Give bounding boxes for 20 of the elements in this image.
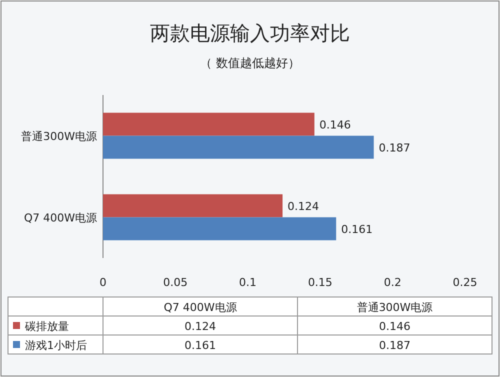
legend-label: 游戏1小时后 [25,339,87,352]
text: 0.187 [379,339,410,352]
text: 0.161 [184,339,216,352]
chart-title: 两款电源输入功率对比 [150,21,350,45]
data-label: 0.146 [319,118,351,132]
category-label: 普通300W电源 [356,301,433,314]
x-tick-label: 0.1 [239,276,257,289]
x-tick-label: 0.2 [384,276,402,289]
text: 0.124 [184,320,216,333]
x-tick-label: 0.05 [163,276,188,289]
data-label: 0.161 [341,222,373,236]
data-label: 0.124 [288,200,320,213]
x-tick-label: 0 [100,276,106,289]
text: 0.146 [379,320,410,333]
data-label: 0.187 [378,141,410,154]
chart-subtitle: （ 数值越低越好） [200,56,300,70]
x-tick-label: 0.25 [452,276,478,289]
x-tick-label: 0.15 [308,276,332,289]
legend-label: 碳排放量 [24,320,69,333]
category-label: Q7 400W电源 [164,301,237,314]
